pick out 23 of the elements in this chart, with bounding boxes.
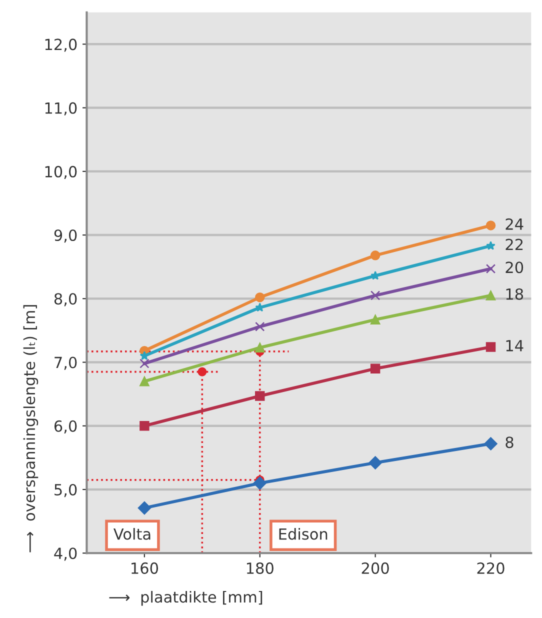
annotation: Edison (279, 528, 328, 540)
y-tick-label: 8,0 (54, 293, 77, 306)
x-tick-label: 200 (362, 562, 389, 574)
series-label: 22 (506, 238, 523, 250)
x-tick-label: 180 (246, 562, 274, 574)
series-label: 18 (506, 288, 524, 300)
y-tick-label: 4,0 (54, 548, 77, 561)
x-tick-label: 160 (132, 562, 158, 574)
series-label: 24 (506, 218, 524, 230)
y-tick-label: 5,0 (54, 484, 77, 498)
series-label: 8 (506, 436, 514, 448)
y-tick-label: 7,0 (54, 356, 77, 370)
y-tick-label: 6,0 (54, 420, 77, 434)
y-tick-label: 10,0 (45, 166, 77, 179)
annotation: Volta (114, 528, 150, 540)
x-axis-title: ⟶ plaatdikte [mm] (109, 590, 262, 606)
y-tick-label: 11,0 (45, 102, 77, 116)
series-label: 20 (506, 262, 524, 274)
x-tick-label: 220 (477, 562, 504, 574)
series-label: 14 (506, 340, 524, 352)
y-tick-label: 9,0 (54, 229, 77, 243)
y-tick-label: 12,0 (45, 38, 77, 52)
y-axis-title: ⟶ overspanningslengte (lₜ) [m] (23, 305, 38, 552)
